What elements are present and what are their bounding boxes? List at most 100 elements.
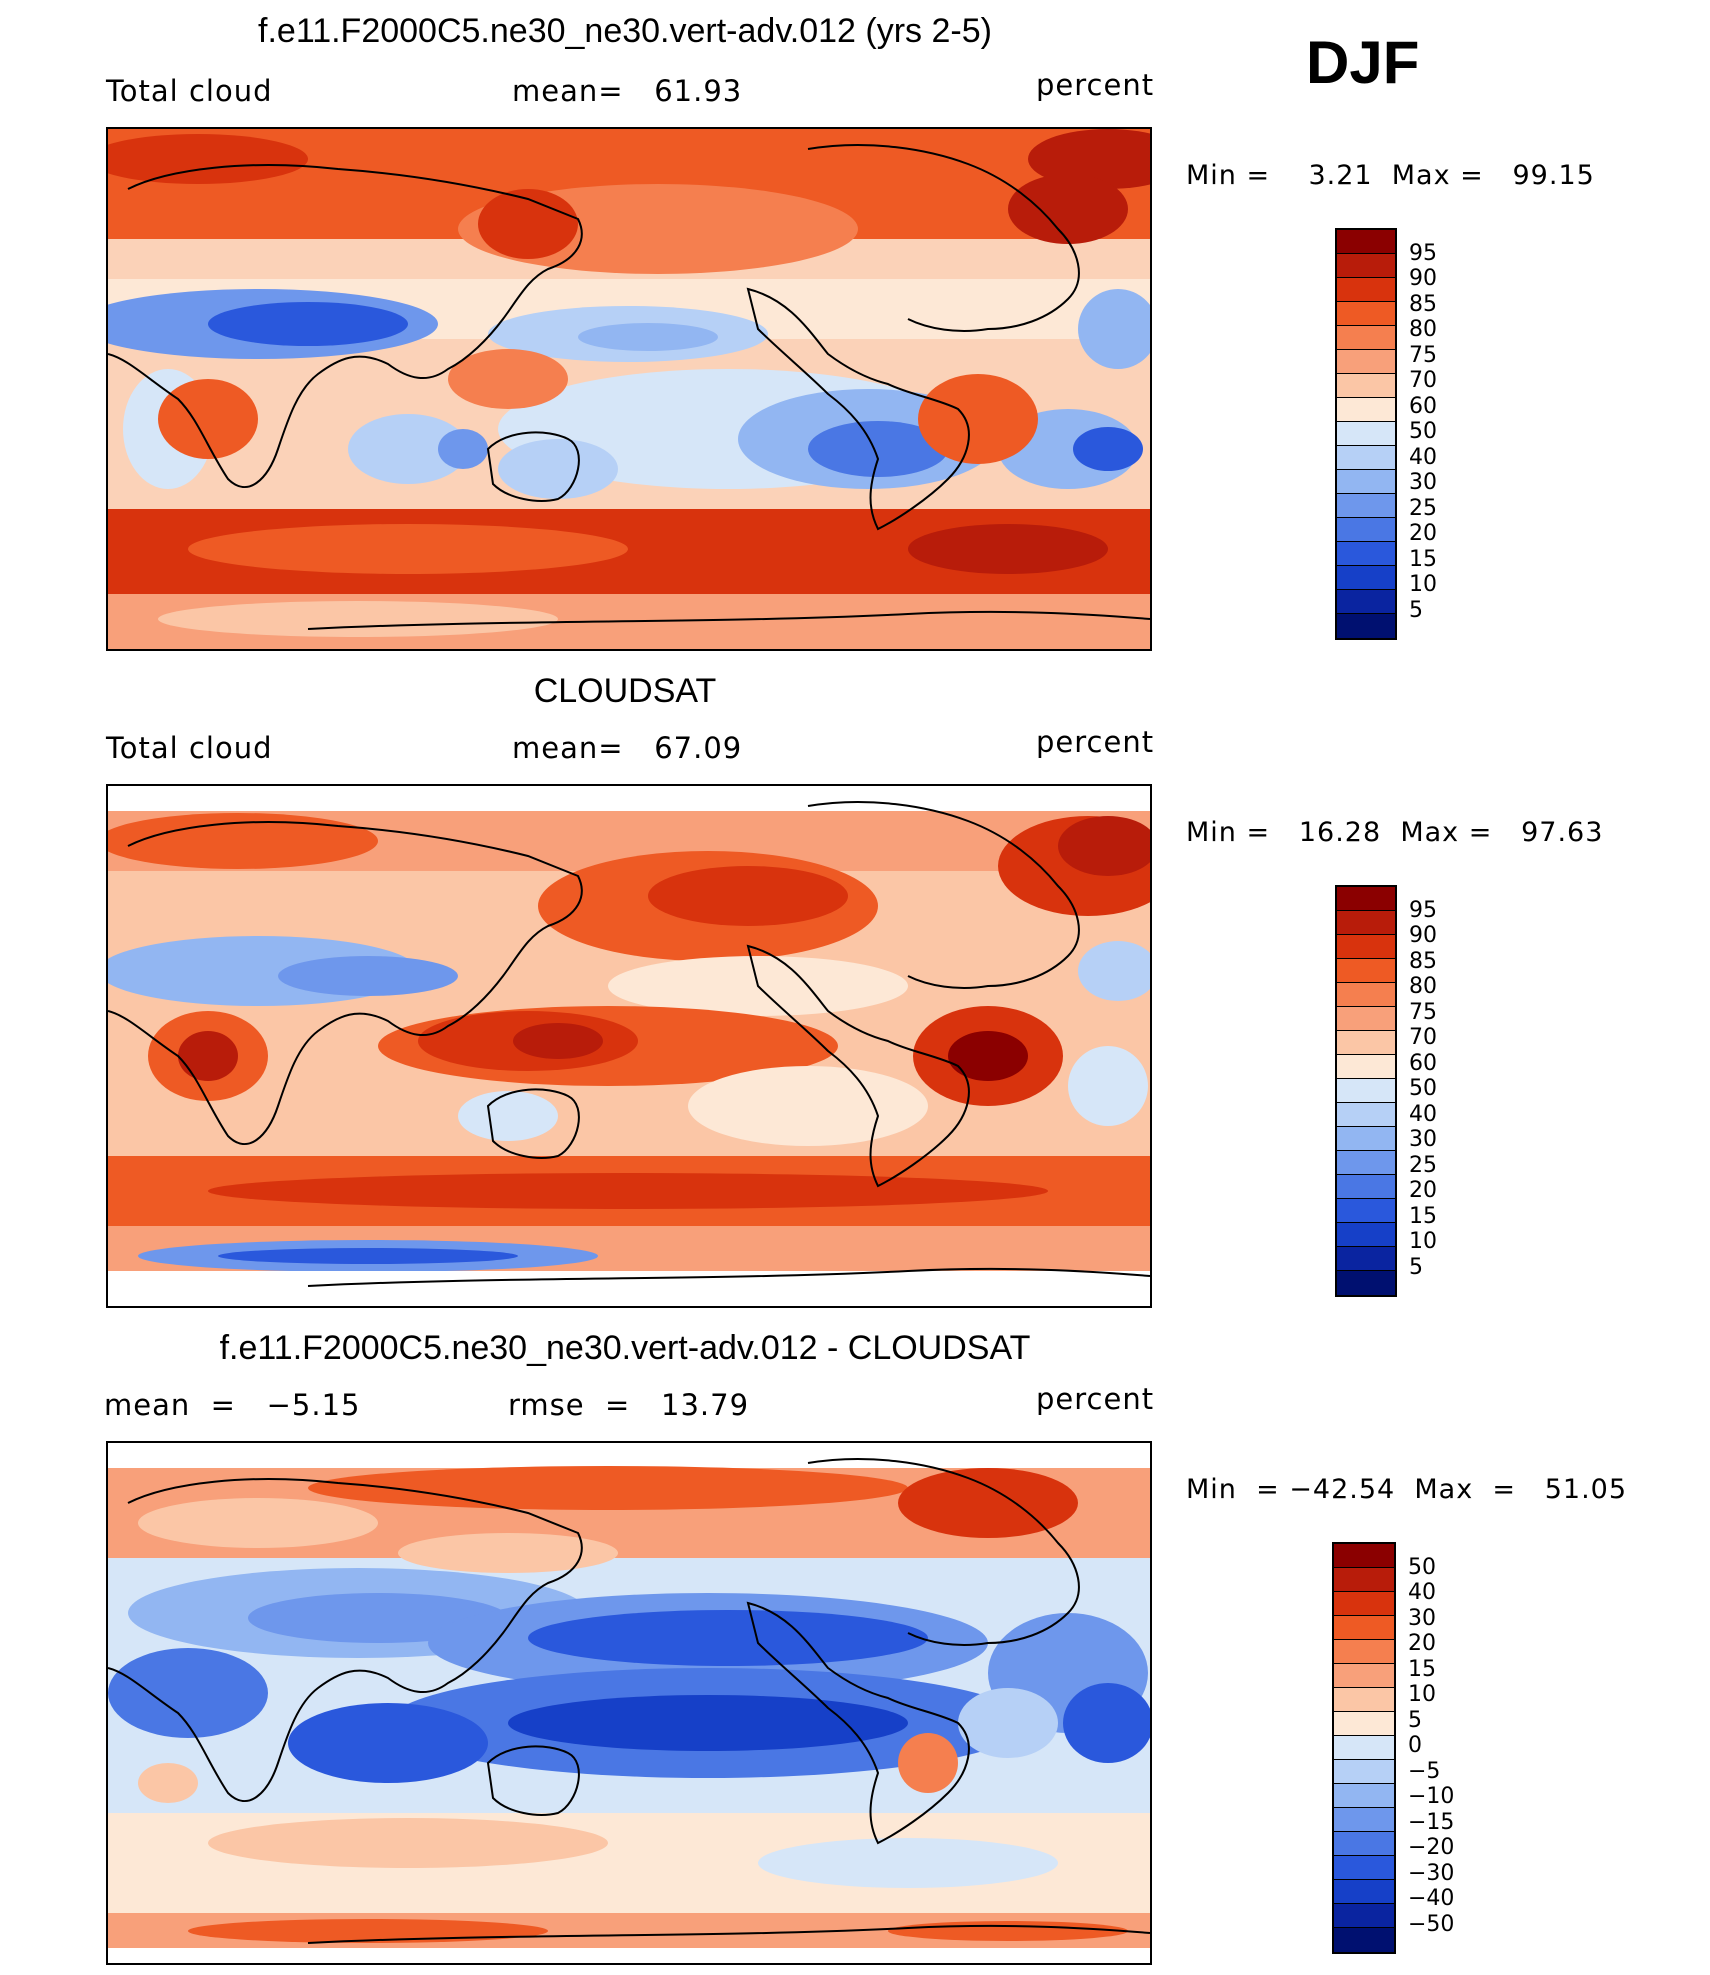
colorbar-swatch (1334, 1616, 1394, 1640)
panel-1-map (106, 127, 1152, 651)
colorbar-tick-label: 5 (1409, 597, 1423, 623)
colorbar-swatch (1337, 1223, 1395, 1247)
colorbar-swatch (1337, 302, 1395, 326)
colorbar-swatch (1337, 1151, 1395, 1175)
panel-3-minmax: Min = −42.54 Max = 51.05 (1186, 1474, 1628, 1505)
colorbar-tick-label: 95 (1409, 240, 1437, 266)
panel-2-mean-label: mean= 67.09 (512, 731, 743, 765)
colorbar-swatch (1337, 518, 1395, 542)
colorbar-swatch (1337, 494, 1395, 518)
colorbar-tick-label: 85 (1409, 291, 1437, 317)
colorbar-swatch (1334, 1880, 1394, 1904)
colorbar-tick-label: 40 (1408, 1580, 1436, 1605)
colorbar-swatch (1334, 1832, 1394, 1856)
colorbar-swatch (1337, 590, 1395, 614)
colorbar-swatch (1337, 278, 1395, 302)
colorbar-tick-label: 25 (1409, 1152, 1437, 1178)
colorbar-swatch (1334, 1664, 1394, 1688)
colorbar-swatch (1337, 1247, 1395, 1271)
colorbar-tick-label: 90 (1409, 923, 1437, 948)
colorbar-swatch (1337, 446, 1395, 470)
season-label: DJF (1306, 29, 1420, 96)
colorbar-swatch (1337, 350, 1395, 374)
colorbar-tick-label: 15 (1409, 1203, 1437, 1229)
panel-1-minmax: Min = 3.21 Max = 99.15 (1186, 160, 1595, 191)
colorbar-swatch (1337, 1007, 1395, 1031)
colorbar-tick-label: 30 (1409, 1127, 1437, 1152)
colorbar-swatch (1337, 887, 1395, 911)
colorbar-tick-label: 75 (1409, 342, 1437, 368)
colorbar-swatch (1334, 1688, 1394, 1712)
colorbar-swatch (1334, 1808, 1394, 1832)
colorbar-tick-label: 80 (1409, 974, 1437, 999)
colorbar-swatch (1334, 1544, 1394, 1568)
panel-1-map-canvas (108, 129, 1150, 649)
colorbar-tick-label: 60 (1409, 1050, 1437, 1076)
colorbar-tick-label: 50 (1409, 1076, 1437, 1101)
colorbar-tick-label: 0 (1408, 1733, 1422, 1758)
colorbar-tick-label: 90 (1409, 266, 1437, 291)
colorbar-swatch (1337, 935, 1395, 959)
colorbar-swatch (1334, 1784, 1394, 1808)
panel-1-colorbar (1335, 228, 1397, 640)
colorbar-tick-label: 20 (1409, 1178, 1437, 1203)
colorbar-swatch (1337, 470, 1395, 494)
colorbar-tick-label: 70 (1409, 368, 1437, 393)
colorbar-swatch (1334, 1712, 1394, 1736)
panel-2-colorbar (1335, 885, 1397, 1297)
colorbar-swatch (1334, 1640, 1394, 1664)
colorbar-tick-label: −15 (1408, 1809, 1455, 1835)
colorbar-tick-label: 10 (1409, 1229, 1437, 1254)
panel-2-title: CLOUDSAT (533, 672, 717, 710)
colorbar-swatch (1337, 326, 1395, 350)
colorbar-tick-label: 20 (1408, 1631, 1436, 1656)
colorbar-tick-label: 20 (1409, 521, 1437, 546)
colorbar-tick-label: 15 (1409, 546, 1437, 572)
colorbar-tick-label: 70 (1409, 1025, 1437, 1050)
colorbar-tick-label: 80 (1409, 317, 1437, 342)
colorbar-tick-label: 10 (1408, 1682, 1436, 1707)
colorbar-swatch (1334, 1856, 1394, 1880)
colorbar-tick-label: 50 (1408, 1554, 1436, 1580)
colorbar-tick-label: −30 (1408, 1860, 1455, 1886)
colorbar-tick-label: 5 (1408, 1707, 1422, 1733)
panel-1-title: f.e11.F2000C5.ne30_ne30.vert-adv.012 (yr… (258, 12, 992, 50)
colorbar-swatch (1337, 374, 1395, 398)
colorbar-swatch (1337, 542, 1395, 566)
colorbar-swatch (1334, 1592, 1394, 1616)
colorbar-tick-label: −40 (1408, 1886, 1455, 1911)
panel-3-rmse-label: rmse = 13.79 (508, 1388, 750, 1422)
colorbar-tick-label: 85 (1409, 948, 1437, 974)
colorbar-swatch (1334, 1568, 1394, 1592)
colorbar-swatch (1334, 1760, 1394, 1784)
colorbar-swatch (1337, 1031, 1395, 1055)
colorbar-tick-label: 40 (1409, 1101, 1437, 1127)
colorbar-tick-label: 25 (1409, 495, 1437, 521)
panel-2-left-label: Total cloud (106, 731, 273, 765)
panel-2-map (106, 784, 1152, 1308)
panel-2-minmax: Min = 16.28 Max = 97.63 (1186, 817, 1604, 848)
colorbar-tick-label: −10 (1408, 1784, 1455, 1809)
colorbar-swatch (1337, 1271, 1395, 1295)
panel-3-units-label: percent (1036, 1382, 1155, 1416)
panel-1-mean-label: mean= 61.93 (512, 74, 743, 108)
colorbar-swatch (1334, 1736, 1394, 1760)
panel-3-colorbar (1332, 1542, 1396, 1954)
colorbar-swatch (1334, 1928, 1394, 1952)
panel-1-left-label: Total cloud (106, 74, 273, 108)
colorbar-swatch (1337, 614, 1395, 638)
colorbar-tick-label: 30 (1408, 1605, 1436, 1631)
panel-3-map (106, 1441, 1152, 1965)
colorbar-swatch (1337, 566, 1395, 590)
colorbar-tick-label: 50 (1409, 419, 1437, 444)
colorbar-tick-label: −50 (1408, 1911, 1455, 1937)
colorbar-tick-label: 10 (1409, 572, 1437, 597)
panel-1-units-label: percent (1036, 68, 1155, 102)
colorbar-tick-label: 75 (1409, 999, 1437, 1025)
panel-2-units-label: percent (1036, 725, 1155, 759)
colorbar-tick-label: 5 (1409, 1254, 1423, 1280)
colorbar-swatch (1337, 1103, 1395, 1127)
colorbar-swatch (1337, 398, 1395, 422)
panel-3-map-canvas (108, 1443, 1150, 1963)
panel-2-map-canvas (108, 786, 1150, 1306)
